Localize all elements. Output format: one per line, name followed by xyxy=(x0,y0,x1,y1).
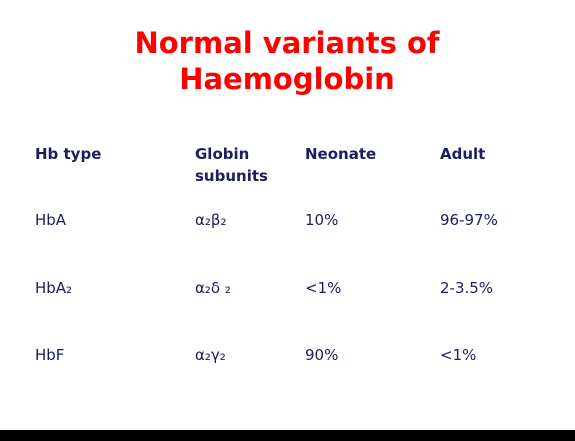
table-cell: 90% xyxy=(305,346,339,364)
table-cell: α₂γ₂ xyxy=(195,346,226,364)
table-cell: HbA xyxy=(35,211,67,229)
table-cell: HbA₂ xyxy=(35,279,73,297)
table-cell: 2-3.5% xyxy=(440,279,494,297)
table-header-cell: Hb type xyxy=(35,145,102,163)
table-header-cell: Adult xyxy=(440,145,486,163)
table-cell: 10% xyxy=(305,211,339,229)
table-cell: 96-97% xyxy=(440,211,498,229)
table-header-cell: Neonate xyxy=(305,145,377,163)
table-header-cell: Globin subunits xyxy=(195,145,268,185)
table-cell: α₂β₂ xyxy=(195,211,227,229)
table-cell: HbF xyxy=(35,346,65,364)
slide-title: Normal variants of Haemoglobin xyxy=(134,26,440,96)
table-cell: <1% xyxy=(305,279,342,297)
table-cell: α₂δ ₂ xyxy=(195,279,231,297)
table-cell: <1% xyxy=(440,346,477,364)
bottom-bar xyxy=(0,430,575,441)
